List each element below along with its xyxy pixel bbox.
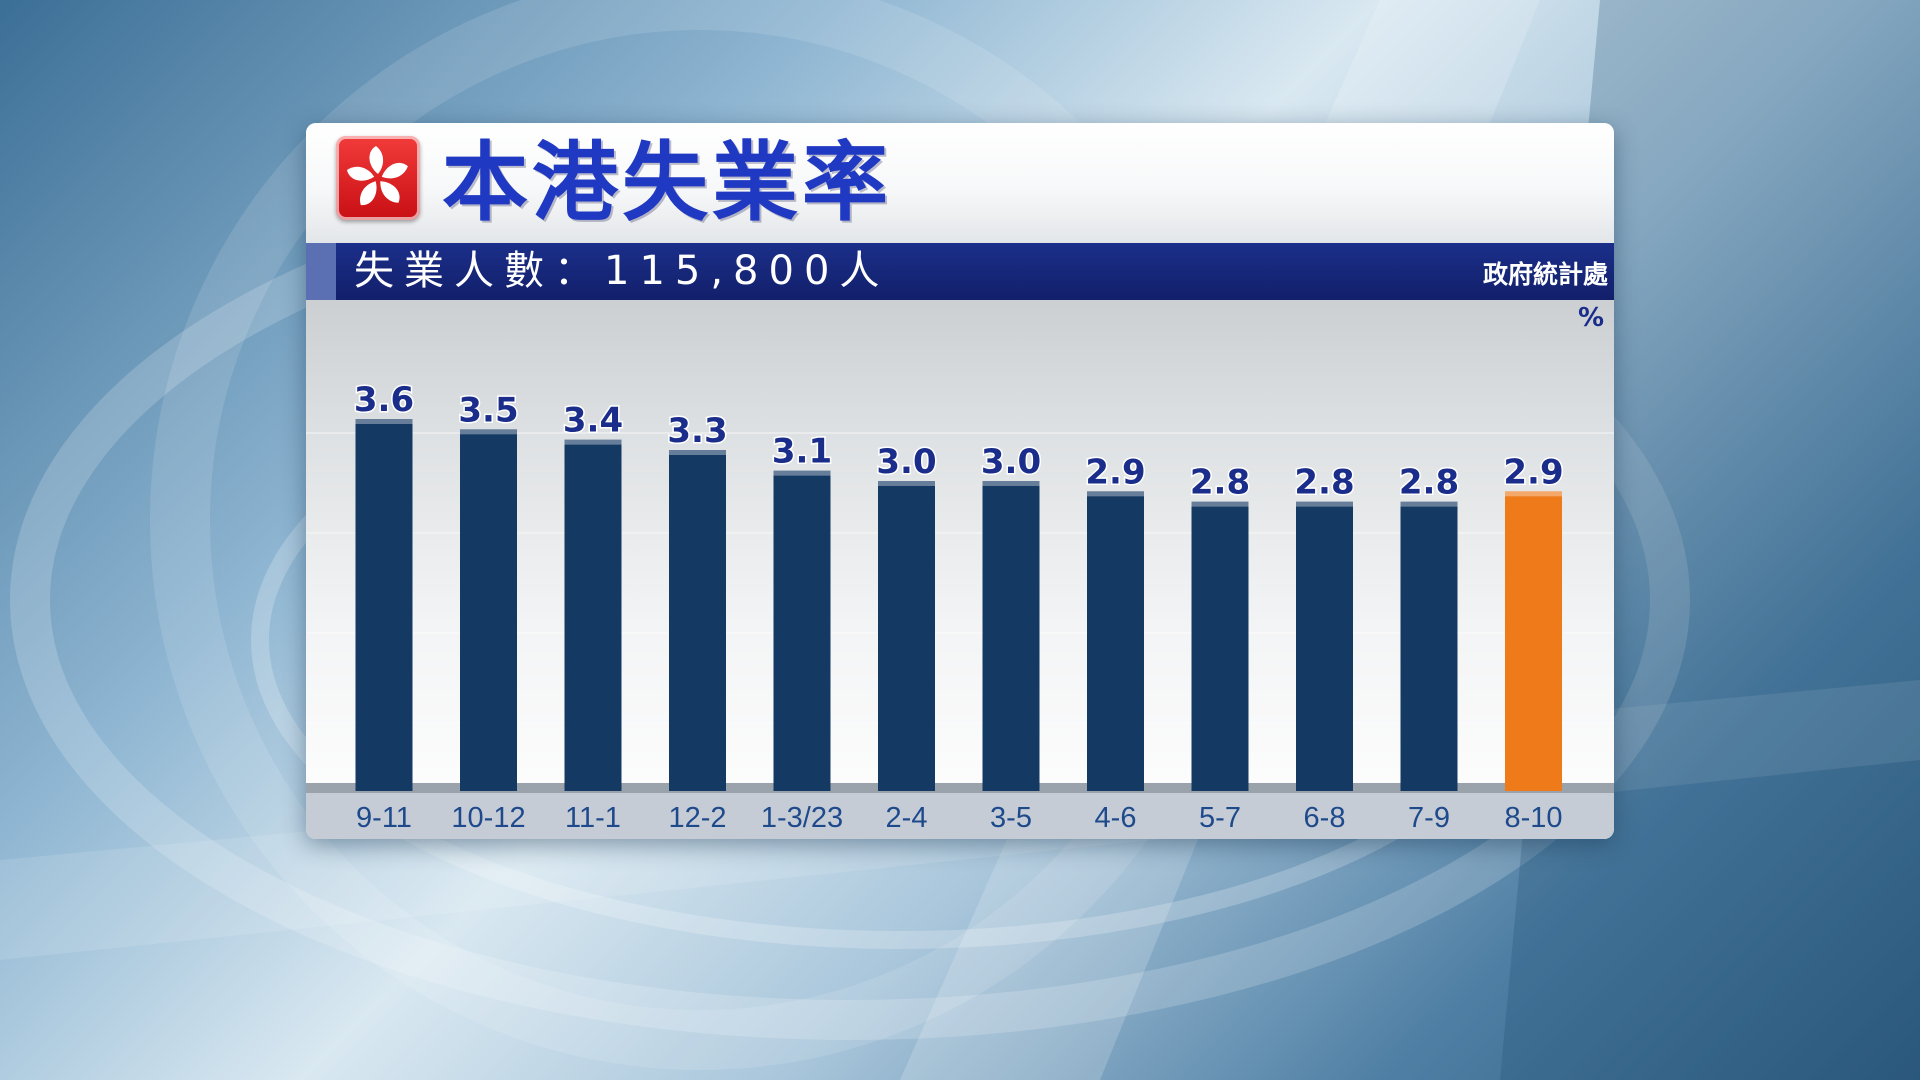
data-label-4-6: 2.9 — [1085, 452, 1145, 492]
x-tick-label-4-6: 4-6 — [1095, 802, 1137, 834]
bar-highlight-4-6 — [1087, 491, 1144, 497]
subtitle-bar: 失業人數：115,800人 政府統計處 — [306, 243, 1614, 300]
bar-highlight-11-1 — [564, 439, 622, 445]
x-tick-label-10-12: 10-12 — [451, 802, 525, 834]
bar-7-9 — [1400, 501, 1458, 791]
bar-5-7 — [1191, 501, 1249, 791]
bar-10-12 — [460, 429, 517, 791]
bauhinia-icon — [346, 146, 408, 206]
bar-highlight-7-9 — [1400, 501, 1458, 507]
data-label-10-12: 3.5 — [458, 390, 518, 430]
data-source: 政府統計處 — [1482, 260, 1608, 289]
data-label-9-11: 3.6 — [354, 380, 414, 420]
x-tick-label-7-9: 7-9 — [1408, 802, 1450, 834]
data-label-1-3/23: 3.1 — [772, 432, 832, 472]
data-label-11-1: 3.4 — [563, 401, 623, 441]
x-axis-line — [306, 783, 1614, 793]
chart-title: 本港失業率 — [442, 133, 892, 233]
data-label-6-8: 2.8 — [1294, 463, 1354, 503]
bar-highlight-2-4 — [878, 481, 935, 486]
bar-6-8 — [1296, 501, 1353, 791]
bar-chart: 3.6 9-11 3.5 10-12 3.4 11-1 3.3 12-2 3.1 1-3/23 3.… — [306, 379, 1614, 839]
data-label-2-4: 3.0 — [876, 442, 936, 482]
data-label-8-10: 2.9 — [1503, 452, 1563, 492]
chart-subtitle: 失業人數：115,800人 — [354, 248, 890, 294]
data-label-5-7: 2.8 — [1190, 463, 1250, 503]
unit-label: % — [1577, 303, 1604, 333]
bar-highlight-6-8 — [1296, 501, 1353, 507]
bar-3-5 — [982, 481, 1040, 791]
x-tick-label-3-5: 3-5 — [990, 802, 1032, 834]
x-tick-label-11-1: 11-1 — [565, 802, 621, 834]
data-label-3-5: 3.0 — [981, 442, 1041, 482]
title-bar: 本港失業率 — [306, 123, 1614, 243]
chart-panel: 3.6 9-11 3.5 10-12 3.4 11-1 3.3 12-2 3.1 1-3/23 3.… — [306, 123, 1614, 839]
x-tick-label-2-4: 2-4 — [886, 802, 928, 834]
bar-highlight-9-11 — [355, 419, 413, 424]
bar-highlight-1-3/23 — [773, 470, 831, 476]
bar-highlight-8-10 — [1505, 491, 1562, 497]
x-tick-label-12-2: 12-2 — [668, 802, 726, 834]
bar-highlight-12-2 — [669, 450, 726, 455]
bar-8-10 — [1505, 491, 1562, 791]
bar-4-6 — [1087, 491, 1144, 791]
bar-1-3/23 — [773, 470, 831, 791]
hong-kong-flag-icon — [336, 136, 420, 220]
bar-11-1 — [564, 439, 622, 791]
x-tick-label-6-8: 6-8 — [1304, 802, 1346, 834]
subtitle-accent — [306, 243, 336, 300]
bar-highlight-10-12 — [460, 429, 517, 435]
bar-highlight-3-5 — [982, 481, 1040, 486]
bar-12-2 — [669, 450, 726, 791]
x-axis-strip — [306, 791, 1614, 839]
data-label-12-2: 3.3 — [667, 411, 727, 451]
x-tick-label-1-3/23: 1-3/23 — [761, 802, 843, 834]
bar-2-4 — [878, 481, 935, 791]
bar-highlight-5-7 — [1191, 501, 1249, 507]
x-tick-label-5-7: 5-7 — [1199, 802, 1241, 834]
x-tick-label-9-11: 9-11 — [356, 802, 412, 834]
data-label-7-9: 2.8 — [1399, 463, 1459, 503]
bar-9-11 — [355, 419, 413, 791]
x-tick-label-8-10: 8-10 — [1504, 802, 1562, 834]
